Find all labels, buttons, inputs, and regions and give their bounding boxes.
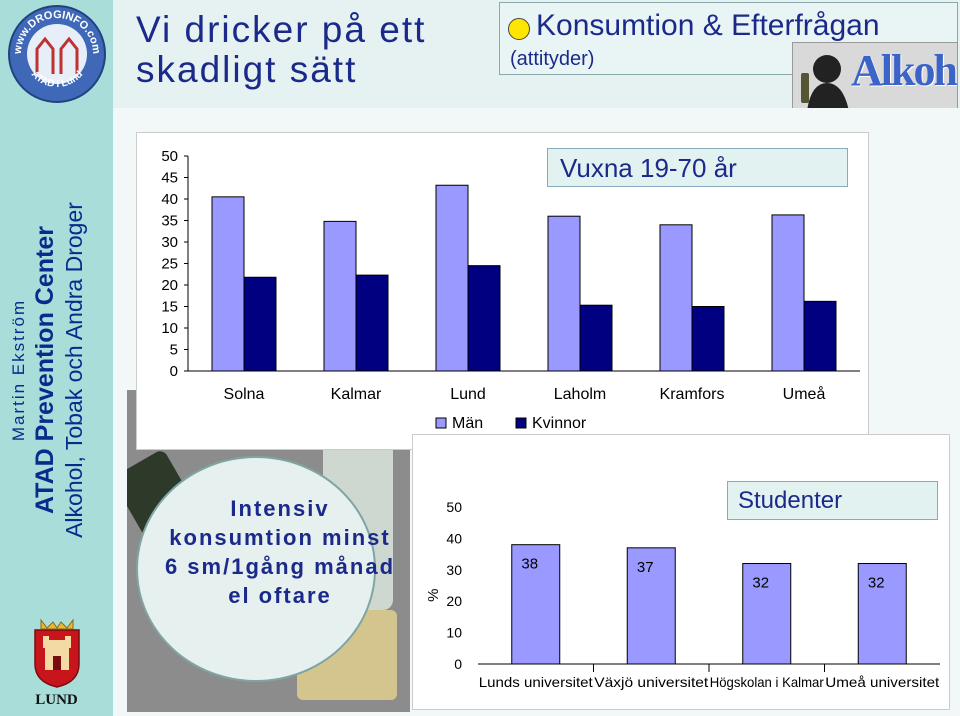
x-tick-label: Lunds universitet <box>479 674 593 690</box>
y-tick-label: 40 <box>161 191 178 208</box>
x-tick-label: Högskolan i Kalmar <box>710 674 824 690</box>
x-tick-label: Laholm <box>554 386 606 403</box>
data-label: 37 <box>637 559 654 576</box>
y-tick-label: 50 <box>161 148 178 165</box>
x-tick-label: Umeå universitet <box>825 674 939 690</box>
students-chart-title: Studenter <box>738 487 843 514</box>
bar-students <box>626 547 676 665</box>
legend-swatch <box>435 417 447 429</box>
y-tick-label: 40 <box>446 530 462 546</box>
sidebar: www.DROGINFO.com ATAD i Lund Martin Ekst… <box>0 0 113 716</box>
y-tick-label: 50 <box>446 499 462 515</box>
speech-bubble <box>136 456 376 682</box>
page-title: Vi dricker på ett skadligt sätt <box>136 9 427 90</box>
legend-label: Kvinnor <box>532 415 587 432</box>
bar-women <box>467 265 501 372</box>
data-label: 32 <box>752 575 769 592</box>
topic-title: Konsumtion & Efterfrågan <box>536 9 880 42</box>
center-name: ATAD Prevention Center <box>31 226 59 515</box>
x-tick-label: Umeå <box>783 385 826 403</box>
y-tick-label: 20 <box>446 593 462 609</box>
data-label: 38 <box>521 556 538 573</box>
alkohol-label: Alkohol <box>851 46 957 95</box>
center-subtitle: Alkohol, Tobak och Andra Droger <box>61 202 87 538</box>
bullet-dot-icon <box>508 18 530 40</box>
bar-women <box>803 300 837 372</box>
y-tick-label: 25 <box>161 256 178 273</box>
bar-men <box>435 184 469 372</box>
bar-men <box>771 214 805 372</box>
students-chart: 0 10 20 30 40 50% 38 Lunds universitet 37 Växjö u… <box>425 499 940 690</box>
person-silhouette-icon <box>793 43 957 109</box>
y-tick-label: 10 <box>446 625 462 641</box>
y-axis-label: % <box>425 589 442 602</box>
y-tick-label: 30 <box>446 562 462 578</box>
x-tick-label: Kramfors <box>660 386 725 403</box>
bar-women <box>691 306 725 372</box>
bar-women <box>355 274 389 372</box>
bar-women <box>579 304 613 372</box>
y-tick-label: 5 <box>170 342 178 359</box>
adults-chart-title-box: Vuxna 19-70 år <box>547 148 848 187</box>
y-tick-label: 10 <box>161 320 178 337</box>
lund-crest-icon <box>34 618 80 688</box>
sidebar-vertical-text: Martin Ekström ATAD Prevention Center Al… <box>8 160 108 580</box>
y-tick-label: 15 <box>161 299 178 316</box>
y-tick-label: 35 <box>161 213 178 230</box>
bar-men <box>547 215 581 372</box>
legend-swatch <box>515 417 527 429</box>
alkohol-picture: Alkohol <box>792 42 958 110</box>
x-tick-label: Växjö universitet <box>594 674 708 690</box>
author-name: Martin Ekström <box>9 298 28 442</box>
droginfo-logo: www.DROGINFO.com ATAD i Lund <box>8 5 106 103</box>
bar-women <box>243 276 277 372</box>
students-chart-title-box: Studenter <box>727 481 938 520</box>
adults-chart-title: Vuxna 19-70 år <box>560 153 737 183</box>
bar-men <box>323 220 357 372</box>
y-tick-label: 30 <box>161 234 178 251</box>
data-label: 32 <box>868 575 885 592</box>
x-tick-label: Kalmar <box>331 386 382 403</box>
y-tick-label: 0 <box>454 656 462 672</box>
city-label: LUND <box>35 692 78 708</box>
x-tick-label: Solna <box>224 386 265 403</box>
topic-subtitle: (attityder) <box>510 48 595 70</box>
legend-label: Män <box>452 415 483 432</box>
bar-students <box>511 544 561 665</box>
bar-students <box>857 563 907 665</box>
bubble-text: Intensiv konsumtion minst 6 sm/1gång mån… <box>164 496 396 608</box>
bar-students <box>742 563 792 665</box>
y-tick-label: 45 <box>161 170 178 187</box>
adults-chart: 0 5 10 15 20 25 30 35 40 45 50 Solna Kalmar Lund Lahol… <box>161 148 860 432</box>
x-tick-label: Lund <box>450 386 486 403</box>
y-tick-label: 0 <box>170 363 178 380</box>
bar-men <box>659 224 693 372</box>
bar-men <box>211 196 245 372</box>
y-tick-label: 20 <box>161 277 178 294</box>
